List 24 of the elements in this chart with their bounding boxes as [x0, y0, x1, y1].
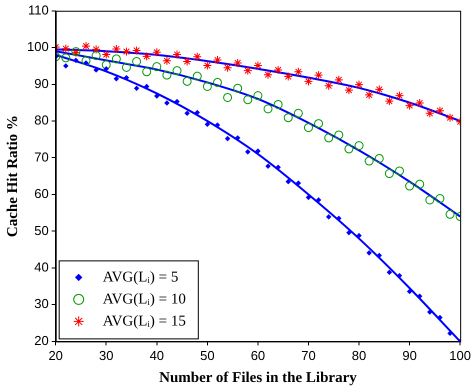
x-tick-label: 100 [449, 348, 472, 363]
y-axis-title: Cache Hit Ratio % [4, 115, 21, 238]
y-tick-label: 60 [34, 186, 49, 202]
y-tick-label: 20 [34, 332, 49, 348]
x-tick-label: 30 [99, 348, 114, 363]
y-tick-label: 100 [26, 39, 49, 54]
x-tick-label: 50 [200, 348, 215, 363]
y-tick-label: 70 [34, 149, 49, 164]
x-tick-label: 70 [301, 348, 316, 363]
y-tick-label: 90 [34, 76, 49, 91]
x-tick-label: 90 [402, 348, 417, 363]
x-tick-label: 20 [48, 348, 63, 363]
y-tick-label: 50 [34, 222, 49, 238]
x-tick-label: 40 [150, 348, 164, 363]
x-axis-title: Number of Files in the Library [159, 370, 358, 386]
x-tick-label: 60 [250, 348, 266, 363]
y-tick-label: 40 [34, 260, 49, 275]
legend-label: AVG(Lᵢ) = 15 [102, 313, 186, 330]
legend-label: AVG(Lᵢ) = 10 [102, 291, 186, 308]
y-tick-label: 30 [34, 296, 49, 312]
y-tick-label: 80 [34, 112, 49, 128]
legend-label: AVG(Lᵢ) = 5 [102, 269, 178, 286]
y-tick-label: 110 [28, 2, 49, 18]
x-tick-label: 80 [352, 348, 366, 363]
